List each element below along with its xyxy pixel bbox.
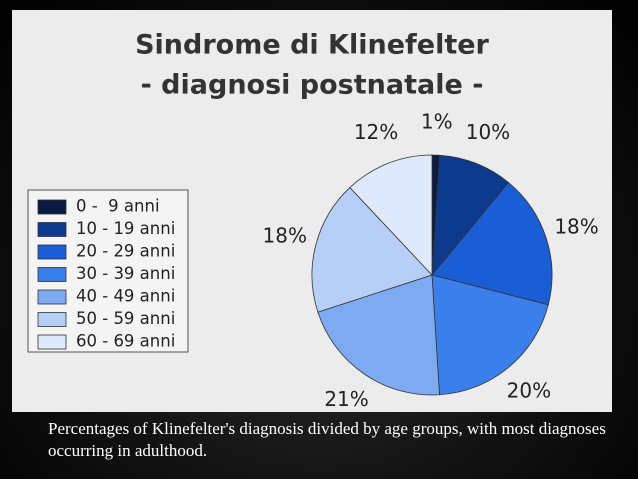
legend-swatch — [37, 267, 67, 282]
slice-label: 12% — [354, 120, 398, 144]
legend-swatch — [37, 244, 67, 260]
legend-label: 60 - 69 anni — [76, 332, 175, 351]
pie-slice — [431, 154, 510, 277]
legend-label: 10 - 19 anni — [76, 219, 175, 238]
legend-label: 40 - 49 anni — [76, 287, 175, 306]
legend-swatch — [37, 289, 67, 305]
chart-subtitle: - diagnosi postnatale - — [141, 70, 484, 101]
slice-label: 18% — [554, 215, 598, 239]
slice-label: 1% — [421, 110, 453, 134]
legend-label: 30 - 39 anni — [76, 264, 175, 283]
pie-slice — [311, 186, 433, 313]
slice-label: 18% — [263, 224, 307, 248]
legend-swatch — [37, 312, 67, 327]
legend-swatch — [37, 199, 67, 215]
legend-label: 20 - 29 anni — [76, 242, 175, 261]
legend-swatch — [37, 334, 67, 350]
pie-slice — [317, 274, 440, 396]
slice-label: 20% — [507, 379, 551, 403]
slice-label: 10% — [466, 120, 510, 144]
pie-slice — [431, 274, 549, 396]
legend-label: 50 - 59 anni — [76, 309, 175, 328]
pie-slice — [431, 181, 553, 306]
legend-label: 0 - 9 anni — [76, 197, 160, 216]
slice-label: 21% — [324, 387, 368, 411]
pie-slice — [349, 154, 433, 277]
legend-swatch — [37, 222, 67, 237]
chart-title: Sindrome di Klinefelter — [135, 30, 489, 61]
caption: Percentages of Klinefelter's diagnosis d… — [48, 419, 606, 460]
